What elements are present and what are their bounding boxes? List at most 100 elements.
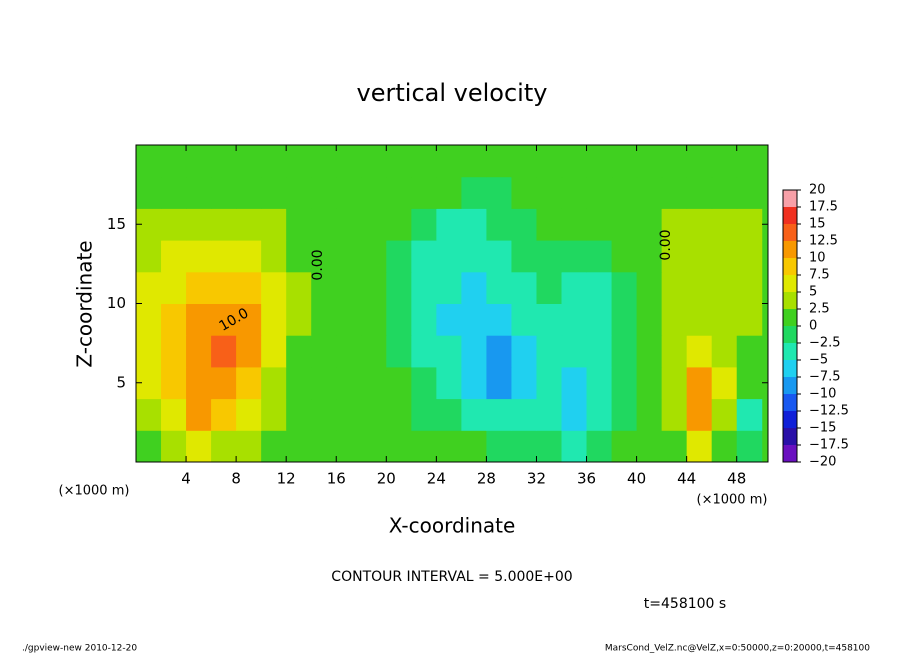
cell — [536, 366, 563, 400]
cell — [611, 145, 638, 178]
cell — [536, 430, 563, 463]
colorbar-band — [783, 360, 797, 377]
cell — [211, 398, 237, 431]
cell — [411, 430, 437, 463]
cell — [261, 335, 287, 368]
cell — [261, 398, 287, 431]
cell — [461, 176, 487, 209]
cell — [611, 208, 638, 241]
cell — [561, 430, 588, 463]
cell — [436, 176, 462, 209]
colorbar-label: −5 — [809, 353, 828, 368]
cell — [511, 430, 537, 463]
cell — [736, 208, 763, 241]
colorbar-band — [783, 275, 797, 292]
cell — [511, 366, 537, 400]
cell — [686, 335, 713, 368]
cell — [511, 303, 537, 336]
cell — [211, 240, 237, 273]
colorbar-band — [783, 190, 797, 207]
cell — [336, 176, 362, 209]
cell — [711, 398, 738, 431]
cell — [161, 271, 187, 304]
cell — [186, 430, 212, 463]
cell — [461, 303, 487, 336]
cell — [136, 430, 162, 463]
cell — [461, 208, 487, 241]
colorbar-band — [783, 207, 797, 224]
cell — [436, 271, 462, 304]
cell — [586, 240, 613, 273]
colorbar-label: 12.5 — [809, 234, 838, 249]
cell — [336, 240, 362, 273]
colorbar-band — [783, 292, 797, 309]
cell — [386, 208, 412, 241]
cell — [211, 176, 237, 209]
cell — [261, 430, 287, 463]
cell — [361, 145, 387, 178]
cell — [386, 335, 412, 368]
cell — [311, 430, 337, 463]
cell — [261, 366, 287, 400]
cell — [311, 335, 337, 368]
cell — [736, 398, 763, 431]
cell — [661, 430, 688, 463]
x-tick-label: 48 — [727, 470, 746, 488]
cell — [586, 366, 613, 400]
cell — [211, 366, 237, 400]
cell — [586, 430, 613, 463]
x-axis-label: X-coordinate — [389, 514, 516, 538]
cell — [586, 208, 613, 241]
cell — [461, 366, 487, 400]
cell — [261, 145, 287, 178]
cell — [336, 335, 362, 368]
cell — [561, 366, 588, 400]
cell — [661, 398, 688, 431]
cell — [536, 208, 563, 241]
cell — [586, 145, 613, 178]
cell — [211, 145, 237, 178]
chart-title: vertical velocity — [357, 79, 548, 107]
cell — [686, 366, 713, 400]
cell — [486, 398, 512, 431]
cell — [236, 240, 262, 273]
cell — [186, 176, 212, 209]
cell — [536, 240, 563, 273]
cell — [636, 176, 663, 209]
contour-label: 0.00 — [310, 249, 326, 280]
cell — [736, 303, 763, 336]
cell — [386, 430, 412, 463]
cell — [161, 398, 187, 431]
cell — [186, 208, 212, 241]
cell — [386, 398, 412, 431]
colorbar-band — [783, 445, 797, 462]
cell — [661, 176, 688, 209]
cell — [511, 208, 537, 241]
cell — [611, 176, 638, 209]
cell — [236, 398, 262, 431]
x-tick-label: 8 — [231, 470, 241, 488]
cell — [261, 208, 287, 241]
cell — [536, 271, 563, 304]
cell — [361, 208, 387, 241]
cell — [186, 145, 212, 178]
cell — [386, 271, 412, 304]
cell — [686, 145, 713, 178]
cell — [461, 335, 487, 368]
cell — [261, 240, 287, 273]
colorbar-band — [783, 343, 797, 360]
colorbar-label: −17.5 — [809, 438, 849, 453]
cell — [486, 176, 512, 209]
field — [136, 145, 768, 463]
cell — [686, 398, 713, 431]
cell — [136, 335, 162, 368]
x-tick-label: 36 — [577, 470, 596, 488]
x-tick-label: 44 — [677, 470, 696, 488]
cell — [586, 398, 613, 431]
time-label: t=458100 s — [644, 596, 726, 612]
cell — [311, 240, 337, 273]
cell — [661, 145, 688, 178]
colorbar-band — [783, 326, 797, 343]
x-tick-label: 4 — [181, 470, 191, 488]
cell — [336, 398, 362, 431]
